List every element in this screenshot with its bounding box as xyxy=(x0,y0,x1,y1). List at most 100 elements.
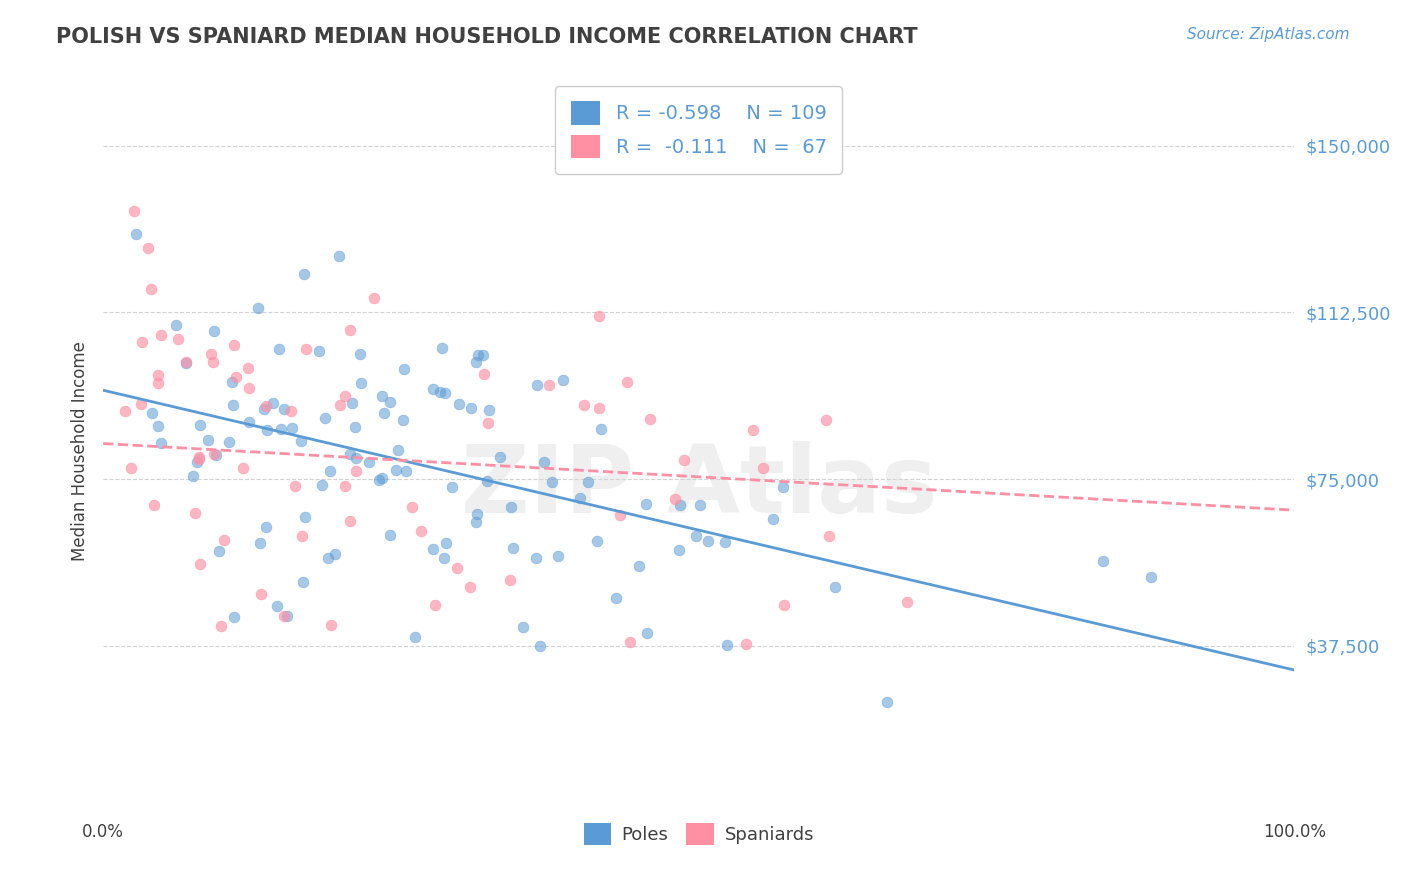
Point xyxy=(221,375,243,389)
Point xyxy=(395,464,418,478)
Point xyxy=(232,461,254,475)
Point xyxy=(176,356,198,370)
Point xyxy=(202,325,225,339)
Point xyxy=(741,423,763,437)
Point xyxy=(512,620,534,634)
Point xyxy=(472,349,495,363)
Point xyxy=(184,506,207,520)
Point xyxy=(319,618,342,632)
Point xyxy=(464,516,486,530)
Point xyxy=(762,511,785,525)
Point xyxy=(373,407,395,421)
Point xyxy=(149,327,172,342)
Point xyxy=(588,401,610,415)
Point xyxy=(308,344,330,359)
Point xyxy=(772,480,794,494)
Point xyxy=(125,227,148,241)
Point xyxy=(218,435,240,450)
Point xyxy=(211,619,233,633)
Text: ZIP Atlas: ZIP Atlas xyxy=(461,442,936,533)
Point xyxy=(359,455,381,469)
Point xyxy=(547,549,569,563)
Point xyxy=(636,626,658,640)
Point xyxy=(526,551,548,566)
Point xyxy=(188,418,211,433)
Point xyxy=(340,396,363,410)
Point xyxy=(586,534,609,549)
Point xyxy=(266,599,288,614)
Point xyxy=(568,491,591,505)
Point xyxy=(576,475,599,489)
Point xyxy=(433,551,456,566)
Point xyxy=(689,499,711,513)
Point xyxy=(363,291,385,305)
Point xyxy=(472,367,495,381)
Point xyxy=(256,423,278,437)
Point xyxy=(619,635,641,649)
Point xyxy=(434,536,457,550)
Point xyxy=(197,434,219,448)
Point xyxy=(664,491,686,506)
Point xyxy=(339,447,361,461)
Point xyxy=(609,508,631,522)
Point xyxy=(392,412,415,426)
Point xyxy=(120,460,142,475)
Point xyxy=(339,323,361,337)
Point xyxy=(387,443,409,458)
Point xyxy=(280,421,302,435)
Legend: R = -0.598    N = 109, R =  -0.111    N =  67: R = -0.598 N = 109, R = -0.111 N = 67 xyxy=(555,86,842,174)
Point xyxy=(380,528,402,542)
Point xyxy=(319,464,342,478)
Point xyxy=(254,400,277,414)
Point xyxy=(627,558,650,573)
Point xyxy=(349,347,371,361)
Point xyxy=(713,535,735,549)
Point xyxy=(141,406,163,420)
Point xyxy=(142,498,165,512)
Point xyxy=(148,376,170,390)
Point xyxy=(270,421,292,435)
Point xyxy=(114,404,136,418)
Point xyxy=(273,402,295,417)
Point xyxy=(186,455,208,469)
Point xyxy=(181,469,204,483)
Point xyxy=(572,399,595,413)
Point xyxy=(247,301,270,315)
Point xyxy=(294,509,316,524)
Point xyxy=(167,332,190,346)
Text: POLISH VS SPANIARD MEDIAN HOUSEHOLD INCOME CORRELATION CHART: POLISH VS SPANIARD MEDIAN HOUSEHOLD INCO… xyxy=(56,27,918,46)
Point xyxy=(291,529,314,543)
Point xyxy=(254,519,277,533)
Point xyxy=(329,398,352,412)
Point xyxy=(222,338,245,352)
Point xyxy=(477,474,499,488)
Point xyxy=(371,471,394,485)
Point xyxy=(202,355,225,369)
Y-axis label: Median Household Income: Median Household Income xyxy=(72,342,89,561)
Point xyxy=(540,475,562,489)
Point xyxy=(537,378,560,392)
Point xyxy=(411,524,433,539)
Point xyxy=(526,378,548,392)
Point xyxy=(638,412,661,426)
Point xyxy=(222,610,245,624)
Point xyxy=(212,533,235,547)
Point xyxy=(378,394,401,409)
Point xyxy=(238,380,260,394)
Point xyxy=(385,462,408,476)
Point xyxy=(616,375,638,389)
Point xyxy=(434,386,457,401)
Point xyxy=(250,587,273,601)
Point xyxy=(249,536,271,550)
Point xyxy=(328,249,350,263)
Point xyxy=(1091,554,1114,568)
Point xyxy=(200,347,222,361)
Point xyxy=(752,461,775,475)
Point xyxy=(344,450,367,465)
Point xyxy=(478,403,501,417)
Point xyxy=(335,389,357,403)
Point xyxy=(292,267,315,281)
Point xyxy=(440,480,463,494)
Point xyxy=(817,529,839,543)
Point xyxy=(477,416,499,430)
